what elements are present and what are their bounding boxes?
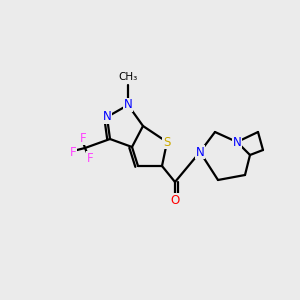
Text: F: F [87,152,93,164]
Text: F: F [70,146,76,158]
Text: CH₃: CH₃ [118,72,138,82]
Text: N: N [124,98,132,112]
Text: S: S [163,136,171,148]
Text: F: F [80,131,86,145]
Text: N: N [196,146,204,158]
Text: O: O [170,194,180,206]
Text: N: N [232,136,242,148]
Text: N: N [103,110,111,124]
